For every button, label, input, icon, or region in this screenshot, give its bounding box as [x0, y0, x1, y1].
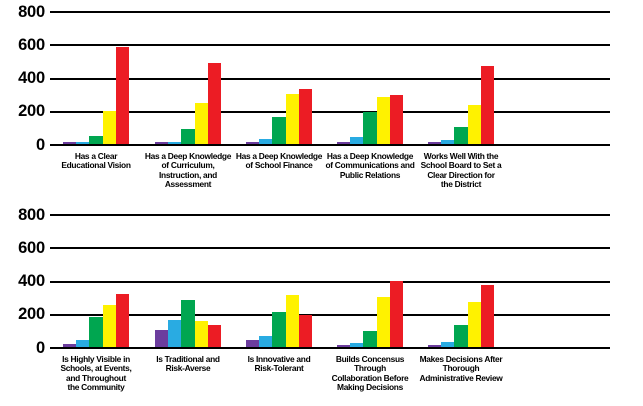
- bar-purple-group4: [336, 142, 350, 144]
- bar-red-group4: [390, 94, 404, 144]
- bar-purple-group4: [336, 345, 350, 347]
- bar-yellow-group1: [102, 110, 117, 144]
- bar-blue-group2: [167, 142, 182, 144]
- y-tick-label-0: 0: [36, 338, 45, 357]
- y-tick-label-0: 0: [36, 135, 45, 154]
- y-gridline-600: [50, 44, 610, 47]
- category-label-3: Is Innovative and Risk-Tolerant: [247, 354, 311, 374]
- bar-green-group5: [454, 127, 468, 144]
- y-tick-label-800: 800: [18, 205, 45, 224]
- bar-purple-group1: [62, 343, 76, 347]
- category-label-2: Has a Deep Knowledge of Curriculum, Inst…: [144, 151, 232, 189]
- category-label-5: Makes Decisions After Thorough Administr…: [419, 354, 503, 383]
- bar-red-group2: [208, 325, 222, 347]
- y-gridline-800: [50, 11, 610, 13]
- bar-green-group3: [272, 116, 286, 144]
- bar-purple-group3: [245, 339, 259, 347]
- category-label-1: Has a Clear Educational Vision: [61, 151, 131, 171]
- bar-yellow-group3: [285, 295, 300, 347]
- bar-red-group1: [116, 46, 130, 144]
- bar-red-group5: [481, 284, 495, 347]
- bar-yellow-group5: [467, 104, 482, 144]
- y-tick-label-400: 400: [18, 69, 45, 87]
- bar-red-group3: [299, 89, 313, 144]
- category-label-5: Works Well With the School Board to Set …: [420, 151, 502, 189]
- bar-red-group1: [116, 293, 130, 347]
- bar-yellow-group3: [285, 94, 300, 144]
- bar-red-group5: [481, 65, 495, 144]
- y-tick-label-400: 400: [18, 272, 45, 290]
- y-tick-label-600: 600: [18, 238, 45, 257]
- y-tick-label-800: 800: [18, 2, 45, 21]
- y-gridline-0: [50, 144, 610, 146]
- bar-yellow-group2: [194, 103, 209, 144]
- bar-yellow-group4: [376, 96, 391, 144]
- bar-yellow-group4: [376, 297, 391, 347]
- bar-blue-group4: [349, 342, 364, 347]
- y-tick-label-200: 200: [18, 305, 45, 324]
- category-label-1: Is Highly Visible in Schools, at Events,…: [60, 354, 132, 392]
- bar-green-group1: [89, 135, 103, 144]
- bar-purple-group5: [427, 345, 441, 347]
- bar-blue-group5: [440, 139, 455, 144]
- bar-green-group2: [181, 300, 195, 347]
- bar-red-group4: [390, 280, 404, 347]
- y-gridline-400: [50, 77, 610, 80]
- bar-purple-group2: [154, 142, 168, 144]
- y-tick-label-200: 200: [18, 102, 45, 121]
- bar-purple-group2: [154, 330, 168, 347]
- bar-green-group4: [363, 112, 377, 144]
- bar-blue-group2: [167, 320, 182, 347]
- bar-yellow-group2: [194, 321, 209, 347]
- category-label-4: Has a Deep Knowledge of Communications a…: [325, 151, 415, 180]
- bar-green-group3: [272, 312, 286, 347]
- bar-green-group4: [363, 331, 377, 347]
- bar-green-group1: [89, 317, 103, 347]
- bar-purple-group5: [427, 141, 441, 144]
- y-gridline-200: [50, 313, 610, 316]
- bar-purple-group1: [62, 141, 76, 144]
- bar-red-group3: [299, 315, 313, 347]
- category-label-3: Has a Deep Knowledge of School Finance: [235, 151, 323, 171]
- y-tick-label-600: 600: [18, 35, 45, 54]
- bar-yellow-group5: [467, 302, 482, 347]
- bar-red-group2: [208, 62, 222, 144]
- bar-blue-group5: [440, 342, 455, 347]
- bar-green-group2: [181, 129, 195, 144]
- category-label-2: Is Traditional and Risk-Averse: [156, 354, 220, 374]
- bar-blue-group3: [258, 139, 273, 144]
- bar-blue-group1: [75, 339, 90, 347]
- bar-blue-group1: [75, 142, 90, 144]
- bar-blue-group3: [258, 336, 273, 347]
- y-gridline-400: [50, 280, 610, 283]
- y-gridline-0: [50, 347, 610, 349]
- bar-purple-group3: [245, 141, 259, 144]
- bar-blue-group4: [349, 136, 364, 144]
- y-gridline-200: [50, 110, 610, 113]
- bar-yellow-group1: [102, 304, 117, 347]
- bar-green-group5: [454, 324, 468, 347]
- y-gridline-800: [50, 214, 610, 216]
- y-gridline-600: [50, 247, 610, 250]
- category-label-4: Builds Concensus Through Collaboration B…: [331, 354, 409, 392]
